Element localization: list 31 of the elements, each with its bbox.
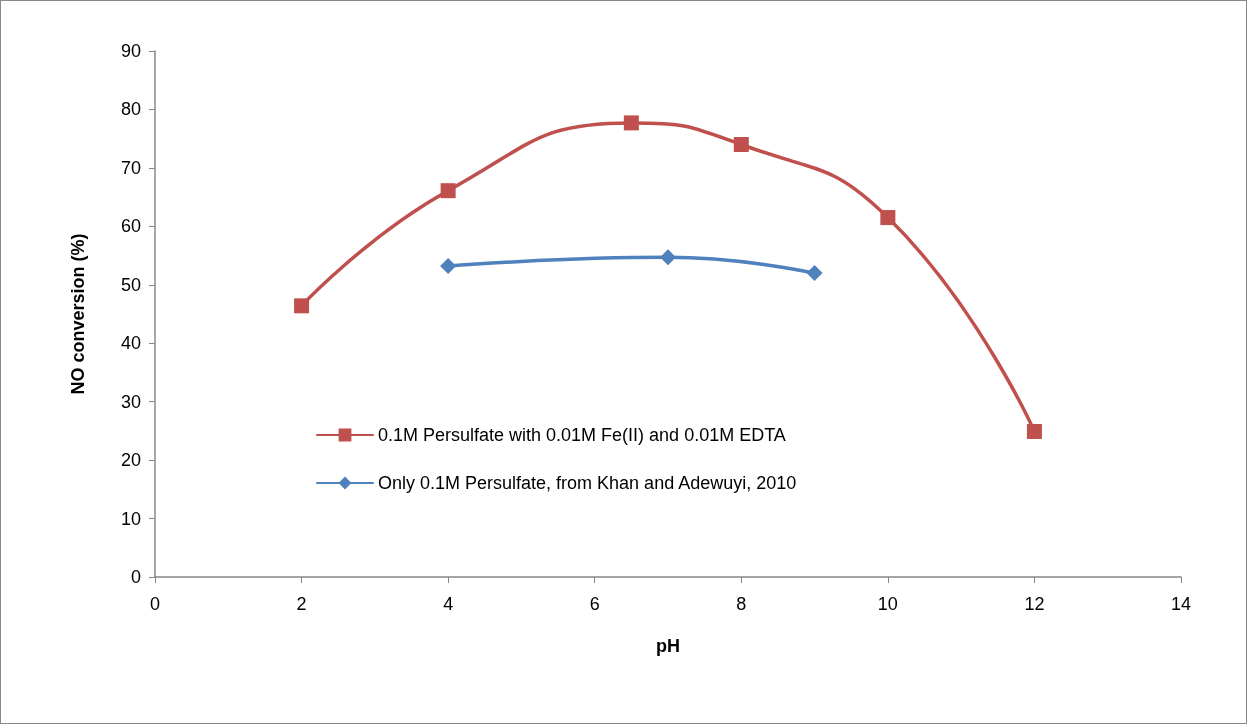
legend-label: Only 0.1M Persulfate, from Khan and Adewuyi, 2010 [378, 473, 797, 493]
y-tick-label: 10 [120, 508, 141, 529]
x-tick-label: 12 [1024, 594, 1045, 614]
y-tick-label: 60 [120, 216, 141, 237]
point [1026, 423, 1042, 439]
y-tick-label: 50 [120, 274, 141, 295]
y-tick-label: 20 [120, 450, 141, 471]
x-tick-label: 0 [149, 594, 161, 614]
y-axis-title: NO conversion (%) [68, 233, 88, 395]
x-tick-label: 4 [443, 594, 454, 614]
y-tick-label: 30 [120, 391, 141, 412]
point [806, 265, 823, 282]
point [733, 137, 749, 153]
point [660, 249, 676, 266]
legend-label: 0.1M Persulfate with 0.01M Fe(II) and 0.01M EDTA [378, 425, 786, 445]
y-tick-label: 70 [120, 157, 141, 178]
y-tick-label: 40 [120, 333, 141, 354]
point [880, 210, 896, 226]
y-tick-label: 80 [120, 99, 141, 120]
point [440, 258, 457, 275]
y-tick-label: 90 [120, 41, 141, 61]
point [440, 183, 456, 199]
x-axis-title: pH [656, 636, 680, 656]
x-tick-label: 8 [736, 594, 747, 614]
x-tick-label: 6 [589, 594, 600, 614]
x-tick-label: 2 [296, 594, 307, 614]
point [294, 298, 310, 314]
y-tick-label: 0 [130, 567, 141, 587]
x-tick-label: 10 [877, 594, 898, 614]
x-tick-label: 14 [1170, 594, 1192, 614]
point [623, 115, 639, 131]
